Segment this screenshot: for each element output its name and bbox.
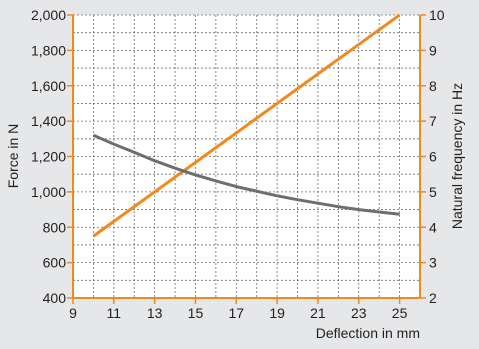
y-right-tick-label: 2 bbox=[429, 290, 437, 306]
x-tick-label: 15 bbox=[188, 305, 204, 321]
y-left-tick-label: 1,200 bbox=[31, 149, 66, 165]
y-left-tick-label: 1,400 bbox=[31, 113, 66, 129]
x-axis-label: Deflection in mm bbox=[316, 325, 420, 341]
y-left-tick-label: 2,000 bbox=[31, 7, 66, 23]
y-left-tick-label: 1,600 bbox=[31, 78, 66, 94]
y-left-tick-label: 600 bbox=[43, 255, 67, 271]
y-left-tick-label: 400 bbox=[43, 290, 67, 306]
x-tick-label: 21 bbox=[310, 305, 326, 321]
y-left-tick-label: 800 bbox=[43, 219, 67, 235]
y-left-tick-label: 1,800 bbox=[31, 42, 66, 58]
x-tick-label: 13 bbox=[147, 305, 163, 321]
y-right-tick-label: 4 bbox=[429, 219, 437, 235]
y-right-tick-label: 6 bbox=[429, 149, 437, 165]
x-tick-label: 11 bbox=[107, 305, 122, 321]
y-right-tick-label: 8 bbox=[429, 78, 437, 94]
x-tick-label: 17 bbox=[229, 305, 245, 321]
x-tick-label: 23 bbox=[351, 305, 367, 321]
frequency-series-line bbox=[92, 133, 400, 216]
y-left-tick-label: 1,000 bbox=[31, 184, 66, 200]
y-right-tick-label: 9 bbox=[429, 42, 437, 58]
y-right-tick-label: 7 bbox=[429, 113, 437, 129]
y-axis-right-label: Natural frequency in Hz bbox=[449, 83, 465, 229]
y-axis-left-label: Force in N bbox=[5, 124, 21, 189]
y-right-tick-label: 3 bbox=[429, 255, 437, 271]
y-right-tick-label: 10 bbox=[429, 7, 445, 23]
x-tick-label: 9 bbox=[69, 305, 77, 321]
y-right-tick-label: 5 bbox=[429, 184, 437, 200]
series-lines bbox=[92, 13, 401, 238]
x-tick-label: 25 bbox=[392, 305, 408, 321]
x-tick-label: 19 bbox=[269, 305, 285, 321]
force-series-line bbox=[92, 13, 401, 238]
tick-labels: 9 11 13 15 17 19 21 23 254006008001,0001,2001,40… bbox=[31, 7, 445, 321]
